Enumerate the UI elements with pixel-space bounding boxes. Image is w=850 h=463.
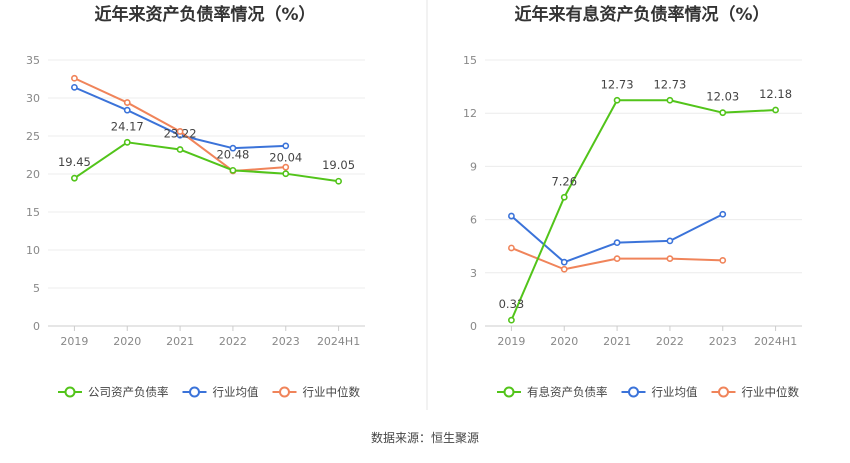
data-point-median [176,128,184,135]
data-point-median [719,256,727,264]
data-point-avg [719,210,727,218]
data-point-median [282,163,290,171]
y-tick-label: 0 [470,320,477,333]
x-tick-label: 2021 [166,335,194,348]
data-label: 7.26 [551,174,577,188]
y-tick-label: 9 [470,160,477,173]
y-tick-label: 0 [33,320,40,333]
data-point-company [772,106,779,114]
data-label: 24.17 [111,119,144,133]
data-label: 12.03 [706,90,739,104]
data-label: 19.45 [58,155,91,169]
x-tick-label: 2019 [60,335,88,348]
data-label: 23.22 [164,127,197,141]
legend-label-median: 行业中位数 [742,385,800,399]
x-tick-label: 2022 [219,335,247,348]
x-tick-label: 2020 [113,335,141,348]
data-point-avg [123,106,131,114]
data-point-company [229,166,237,174]
y-tick-label: 25 [26,130,40,143]
data-point-avg [560,258,568,266]
y-tick-label: 10 [26,244,40,257]
legend-label-company: 有息资产负债率 [527,385,608,399]
series-line-company [73,141,339,183]
series-line-company [510,99,776,321]
x-tick-label: 2024H1 [317,335,360,348]
data-label: 0.33 [499,297,525,311]
x-tick-label: 2021 [603,335,631,348]
legend-label-company: 公司资产负债率 [88,385,169,399]
legend-label-avg: 行业均值 [213,385,259,399]
data-label: 12.73 [601,77,634,91]
data-point-company [719,109,727,117]
data-point-median [123,99,131,106]
data-point-avg [666,237,674,245]
legend-label-median: 行业中位数 [303,385,361,399]
data-point-median [71,74,78,82]
data-label: 20.04 [269,151,302,165]
y-tick-label: 20 [26,168,40,181]
legend-marker-avg [628,386,639,398]
data-point-company [335,177,342,185]
data-label: 20.48 [216,147,249,161]
y-tick-label: 5 [33,282,40,295]
legend-marker-median [279,386,290,398]
data-point-company [123,138,131,146]
data-point-avg [282,142,290,150]
data-label: 19.05 [322,158,355,172]
legend-marker-company [503,386,515,398]
data-point-avg [229,144,237,152]
data-point-median [613,255,621,263]
legend-marker-company [64,386,76,398]
data-point-company [508,316,515,324]
y-tick-label: 12 [463,107,477,120]
series-line-avg [510,213,724,264]
x-tick-label: 2022 [656,335,684,348]
legend-label-avg: 行业均值 [652,385,698,399]
data-point-company [666,96,674,104]
data-point-company [282,170,290,178]
y-tick-label: 15 [463,54,477,67]
y-tick-label: 30 [26,92,40,105]
data-point-median [508,244,515,252]
data-label: 12.18 [759,87,792,101]
data-label: 12.73 [653,77,686,91]
y-tick-label: 6 [470,214,477,227]
y-tick-label: 35 [26,54,40,67]
data-source: 数据来源：恒生聚源 [371,430,479,445]
x-tick-label: 2020 [550,335,578,348]
data-point-company [176,146,184,153]
data-point-avg [613,239,621,247]
legend-marker-avg [189,386,200,398]
y-tick-label: 15 [26,206,40,219]
data-point-median [666,255,674,263]
y-tick-label: 3 [470,267,477,280]
x-tick-label: 2024H1 [754,335,797,348]
chart-title: 近年来有息资产负债率情况（%） [514,4,769,25]
data-point-company [613,96,621,104]
data-point-company [71,174,78,182]
data-point-avg [508,212,515,220]
data-point-company [560,193,568,201]
data-point-avg [71,83,78,91]
chart-title: 近年来资产负债率情况（%） [94,4,315,25]
data-point-median [560,265,568,273]
legend-marker-median [718,386,729,398]
x-tick-label: 2023 [709,335,737,348]
x-tick-label: 2019 [497,335,525,348]
x-tick-label: 2023 [272,335,300,348]
